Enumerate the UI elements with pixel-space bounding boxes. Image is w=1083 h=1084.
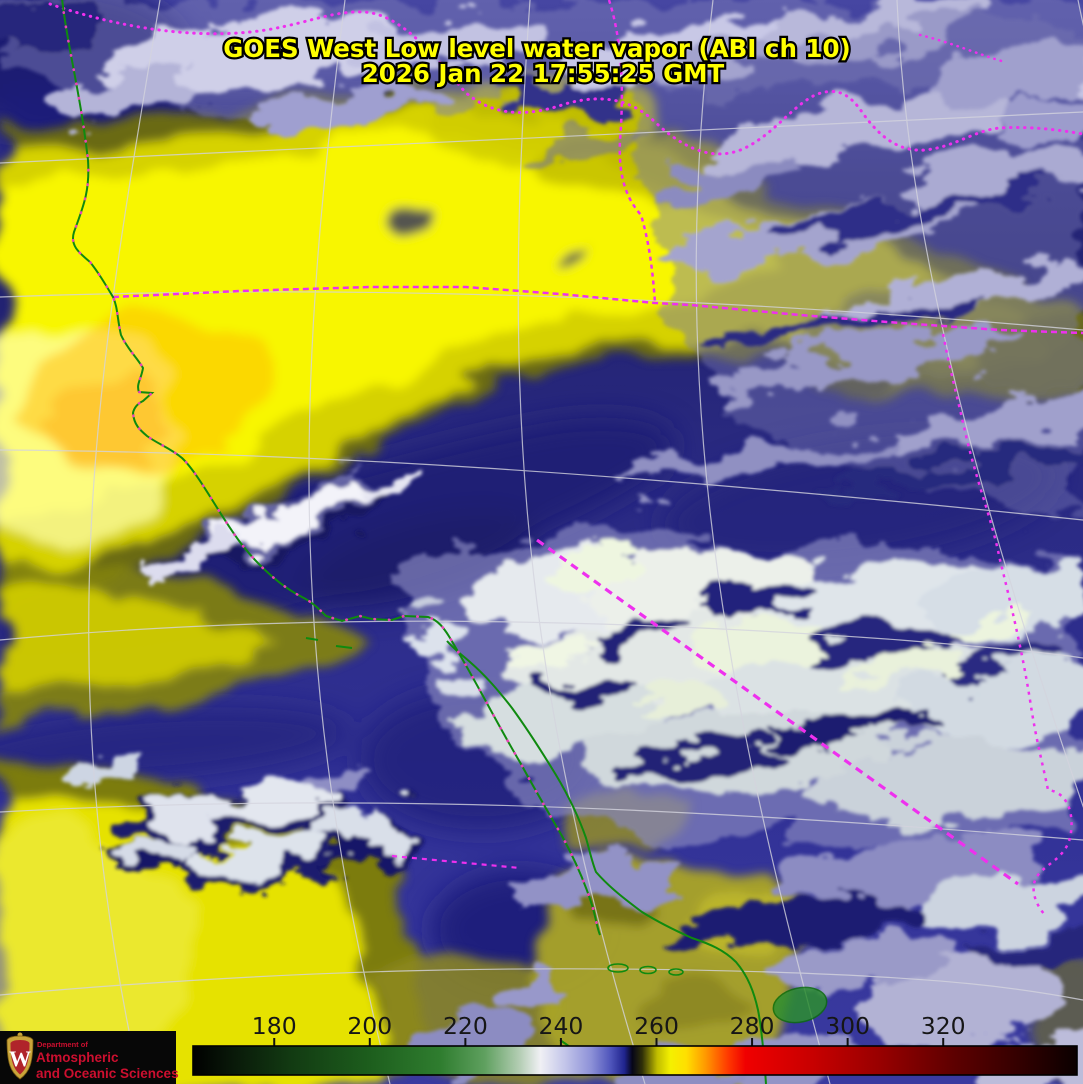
colorbar-gradient-bar	[192, 1045, 1078, 1076]
page-title: GOES West Low level water vapor (ABI ch …	[223, 34, 850, 63]
coastline-overlay	[60, 0, 828, 1084]
logo-name-line1: Atmospheric	[36, 1050, 119, 1065]
border-baja-divider	[391, 854, 521, 870]
border-segment-ne	[918, 33, 1007, 64]
vegetated-land-patch	[772, 986, 828, 1024]
island-marias	[607, 963, 629, 973]
colorbar-tick-label: 240	[539, 1012, 584, 1040]
timestamp-text: 2026 Jan 22 17:55:25 GMT	[362, 59, 725, 88]
image-annotation: GOES West Low level water vapor (ABI ch …	[221, 32, 853, 91]
colorbar-tick-label: 300	[825, 1012, 870, 1040]
colorbar-tick-label: 220	[443, 1012, 488, 1040]
sector-boundary-line	[536, 538, 1019, 886]
colorbar: 180 200 220 240 260 280 300 320	[192, 1012, 1078, 1076]
colorbar-tick-label: 320	[921, 1012, 966, 1040]
colorbar-tick-label: 280	[730, 1012, 775, 1040]
island	[668, 968, 684, 976]
aos-logo: W Department of Atmospheric and Oceanic …	[0, 1031, 179, 1084]
border-idaho	[607, 0, 657, 304]
coast-boundary-markers	[60, 0, 602, 937]
border-42n	[112, 285, 1083, 335]
island	[639, 965, 657, 975]
colorbar-tick-label: 260	[634, 1012, 679, 1040]
border-overlay	[48, 0, 1083, 916]
crest-shield-red	[10, 1040, 30, 1075]
border-right-side	[941, 333, 1073, 916]
channel-islands	[305, 637, 353, 649]
border-canada	[48, 2, 1083, 156]
colorbar-ticks	[273, 1038, 945, 1046]
coastline-gulf-mainland	[446, 640, 767, 1084]
logo-dept-line: Department of	[37, 1040, 88, 1049]
colorbar-tick-label: 180	[252, 1012, 297, 1040]
logo-name-line2: and Oceanic Sciences	[36, 1066, 179, 1081]
colorbar-labels: 180 200 220 240 260 280 300 320	[252, 1012, 966, 1040]
colorbar-tick-label: 200	[347, 1012, 392, 1040]
crest-monogram: W	[9, 1046, 31, 1071]
